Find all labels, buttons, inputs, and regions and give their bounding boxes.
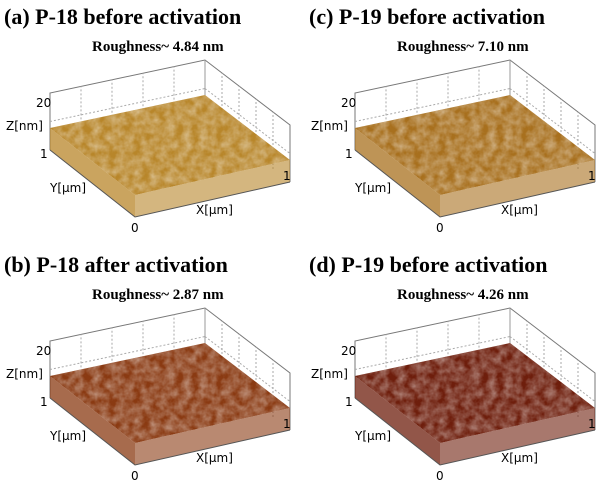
surface-texture — [355, 343, 595, 443]
y-max: 1 — [345, 395, 353, 409]
x-max: 1 — [283, 169, 291, 183]
roughness: Roughness~ 7.10 nm — [397, 39, 529, 55]
grid-line — [49, 88, 206, 122]
surface-side — [355, 128, 440, 217]
z-max: 20 — [341, 96, 356, 110]
x-label: X[μm] — [196, 451, 233, 465]
surface-side — [135, 408, 290, 465]
surface-side — [50, 128, 135, 217]
axis — [49, 397, 291, 466]
z-max: 20 — [341, 344, 356, 358]
origin: 0 — [436, 221, 444, 235]
x-label: X[μm] — [196, 203, 233, 217]
afm-panel: (d) P-19 before activation Roughness~ 4.2… — [309, 252, 596, 481]
panel-title: (c) P-19 before activation — [309, 4, 545, 29]
x-max: 1 — [588, 169, 596, 183]
afm-panel: (c) P-19 before activation Roughness~ 7.1… — [309, 4, 596, 235]
grid-line — [49, 336, 206, 370]
surface-side — [440, 408, 595, 465]
surface-texture — [355, 95, 595, 195]
panel-title: (a) P-18 before activation — [4, 4, 241, 29]
grid-line — [354, 88, 511, 122]
axis — [49, 149, 291, 218]
grid-line — [204, 336, 291, 402]
x-max: 1 — [588, 417, 596, 431]
grid-line — [509, 88, 596, 154]
z-max: 20 — [36, 96, 51, 110]
z-label: Z[nm] — [311, 367, 348, 381]
surface-side — [440, 160, 595, 217]
y-label: Y[μm] — [49, 429, 86, 443]
axis — [354, 397, 596, 466]
z-label: Z[nm] — [311, 119, 348, 133]
surface-side — [50, 376, 135, 465]
x-max: 1 — [283, 417, 291, 431]
surface-side — [135, 160, 290, 217]
y-label: Y[μm] — [354, 181, 391, 195]
surface-texture — [50, 343, 290, 443]
y-label: Y[μm] — [49, 181, 86, 195]
grid-line — [354, 336, 511, 370]
y-max: 1 — [40, 395, 48, 409]
y-max: 1 — [40, 147, 48, 161]
roughness: Roughness~ 4.26 nm — [397, 287, 529, 303]
axis — [354, 149, 596, 218]
z-label: Z[nm] — [6, 119, 43, 133]
panel-title: (d) P-19 before activation — [309, 252, 548, 277]
roughness: Roughness~ 4.84 nm — [92, 39, 224, 55]
origin: 0 — [131, 469, 139, 481]
panel-title: (b) P-18 after activation — [4, 252, 228, 277]
surface-texture — [50, 95, 290, 195]
grid-line — [509, 336, 596, 402]
x-label: X[μm] — [501, 203, 538, 217]
afm-panel: (a) P-18 before activation Roughness~ 4.8… — [4, 4, 291, 235]
y-label: Y[μm] — [354, 429, 391, 443]
z-max: 20 — [36, 344, 51, 358]
origin: 0 — [131, 221, 139, 235]
y-max: 1 — [345, 147, 353, 161]
origin: 0 — [436, 469, 444, 481]
x-label: X[μm] — [501, 451, 538, 465]
roughness: Roughness~ 2.87 nm — [92, 287, 224, 303]
afm-panel: (b) P-18 after activation Roughness~ 2.87… — [4, 252, 291, 481]
surface-side — [355, 376, 440, 465]
grid-line — [204, 88, 291, 154]
z-label: Z[nm] — [6, 367, 43, 381]
